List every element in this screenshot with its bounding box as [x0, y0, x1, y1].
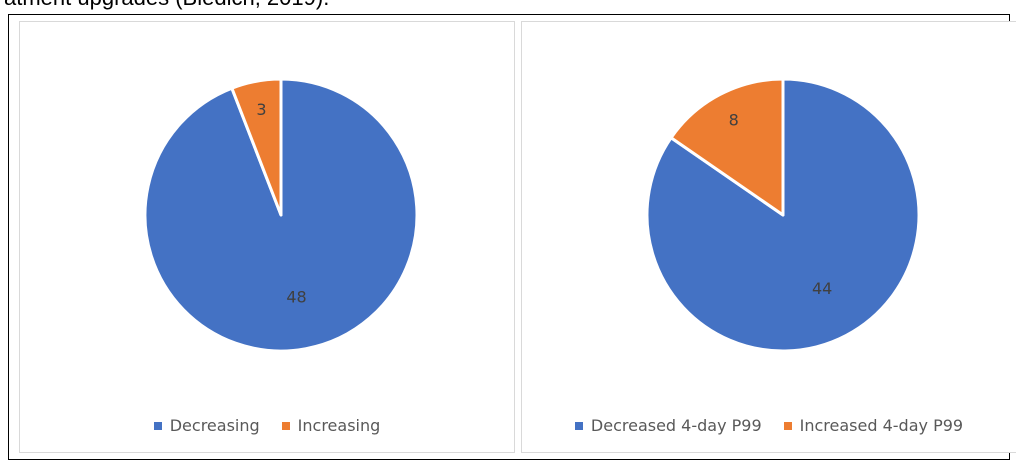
legend-label-decreasing: Decreasing [169, 416, 260, 435]
chart-panel-left: 48 3 Decreasing Increasing [19, 21, 515, 453]
legend-left: Decreasing Increasing [20, 416, 514, 435]
legend-item-decreasing: Decreasing [153, 416, 260, 435]
pie-slice-increased-4-day-p99 [669, 77, 785, 217]
figure-frame: 48 3 Decreasing Increasing 44 8 Decreased … [8, 14, 1016, 460]
page-caption: atment upgrades (Bledich, 2019). [4, 0, 329, 12]
legend-item-decreased-p99: Decreased 4-day P99 [574, 416, 762, 435]
legend-swatch-decreasing [153, 421, 162, 430]
legend-label-increasing: Increasing [297, 416, 381, 435]
legend-item-increased-p99: Increased 4-day P99 [783, 416, 964, 435]
legend-swatch-increased-p99 [783, 421, 792, 430]
data-label-increased-4-day-p99: 8 [729, 111, 739, 130]
legend-right: Decreased 4-day P99 Increased 4-day P99 [522, 416, 1016, 435]
data-label-increasing: 3 [256, 100, 266, 119]
pie-chart-left: 48 3 [143, 77, 419, 353]
legend-item-increasing: Increasing [281, 416, 381, 435]
data-label-decreased-4-day-p99: 44 [812, 279, 832, 298]
pie-chart-right: 44 8 [645, 77, 921, 353]
pie-slice-increasing [230, 77, 283, 217]
data-label-decreasing: 48 [286, 287, 306, 306]
chart-panel-right: 44 8 Decreased 4-day P99 Increased 4-day … [521, 21, 1016, 453]
legend-label-increased-p99: Increased 4-day P99 [799, 416, 964, 435]
legend-swatch-increasing [281, 421, 290, 430]
legend-label-decreased-p99: Decreased 4-day P99 [590, 416, 762, 435]
legend-swatch-decreased-p99 [574, 421, 583, 430]
